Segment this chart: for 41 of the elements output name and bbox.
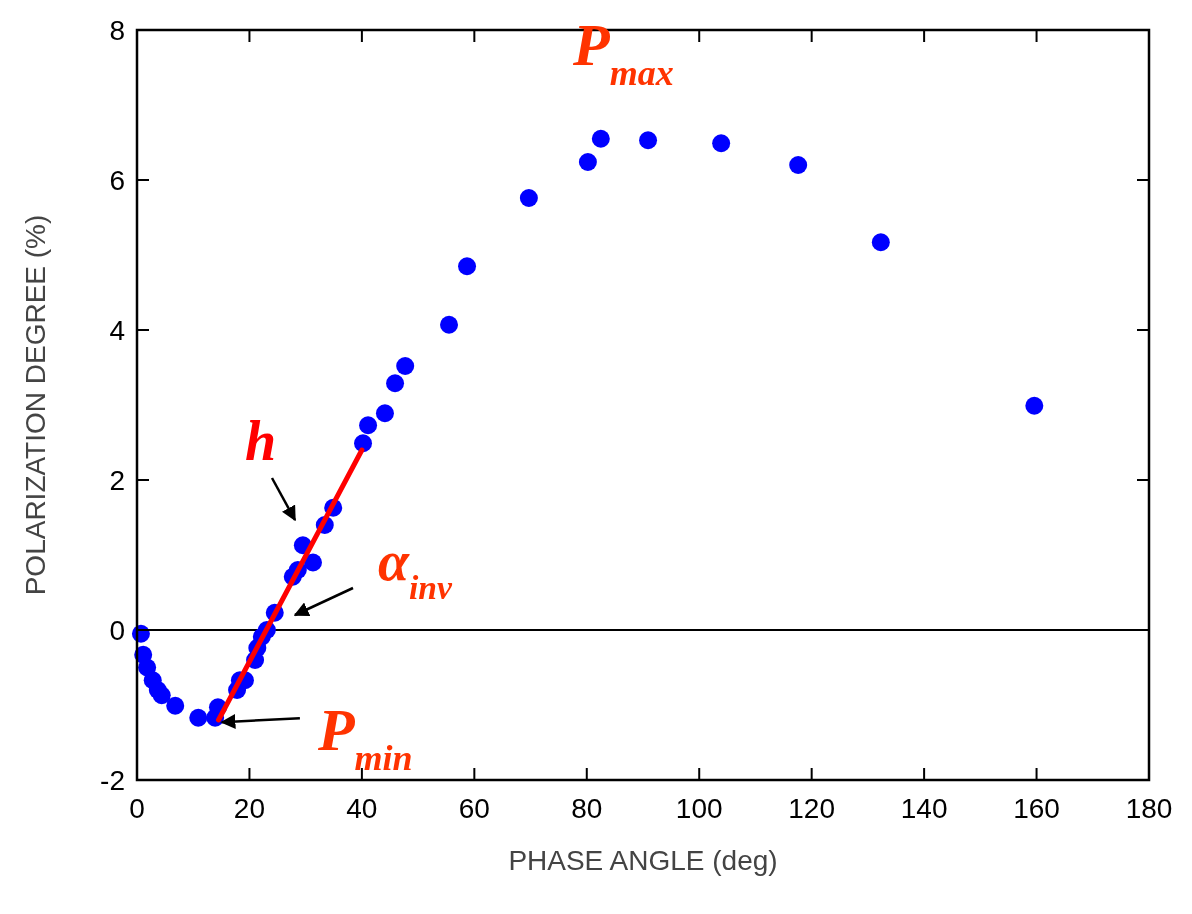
point bbox=[375, 404, 394, 423]
x-tick-label: 140 bbox=[900, 793, 948, 824]
y-tick-label: 0 bbox=[109, 615, 125, 646]
x-axis-title: PHASE ANGLE (deg) bbox=[508, 845, 778, 876]
x-tick-label: 20 bbox=[233, 793, 266, 824]
annotation: h bbox=[245, 410, 277, 472]
x-tick-label: 40 bbox=[346, 793, 378, 824]
point bbox=[1025, 396, 1044, 415]
point bbox=[396, 357, 415, 375]
x-tick-label: 180 bbox=[1125, 793, 1173, 824]
y-tick-label: 2 bbox=[109, 465, 125, 496]
point bbox=[359, 416, 378, 435]
y-tick-label: 6 bbox=[109, 165, 125, 196]
x-tick-label: 100 bbox=[675, 793, 723, 824]
y-tick-label: 8 bbox=[109, 15, 125, 46]
point bbox=[789, 156, 808, 174]
y-tick-label: 4 bbox=[109, 315, 125, 346]
x-tick-label: 0 bbox=[129, 793, 145, 824]
point bbox=[189, 708, 208, 727]
point bbox=[458, 257, 477, 276]
point bbox=[639, 131, 658, 150]
point bbox=[152, 686, 171, 705]
y-tick-label: -2 bbox=[100, 765, 125, 796]
x-tick-label: 60 bbox=[458, 793, 490, 824]
x-tick-label: 120 bbox=[788, 793, 836, 824]
y-axis-title: POLARIZATION DEGREE (%) bbox=[20, 214, 51, 596]
point bbox=[712, 134, 731, 153]
point bbox=[386, 374, 405, 393]
point bbox=[519, 189, 538, 207]
point bbox=[440, 315, 459, 334]
annotation: P$_{min}$ bbox=[316, 697, 413, 779]
point bbox=[578, 153, 597, 171]
annotation: α$_{inv}$ bbox=[378, 530, 453, 606]
x-tick-label: 80 bbox=[571, 793, 603, 824]
point bbox=[354, 434, 373, 453]
point bbox=[166, 696, 185, 715]
point bbox=[871, 233, 890, 252]
point bbox=[303, 553, 322, 572]
annotation: P$_{max}$ bbox=[572, 12, 674, 94]
point bbox=[591, 129, 610, 148]
x-tick-label: 160 bbox=[1013, 793, 1060, 824]
